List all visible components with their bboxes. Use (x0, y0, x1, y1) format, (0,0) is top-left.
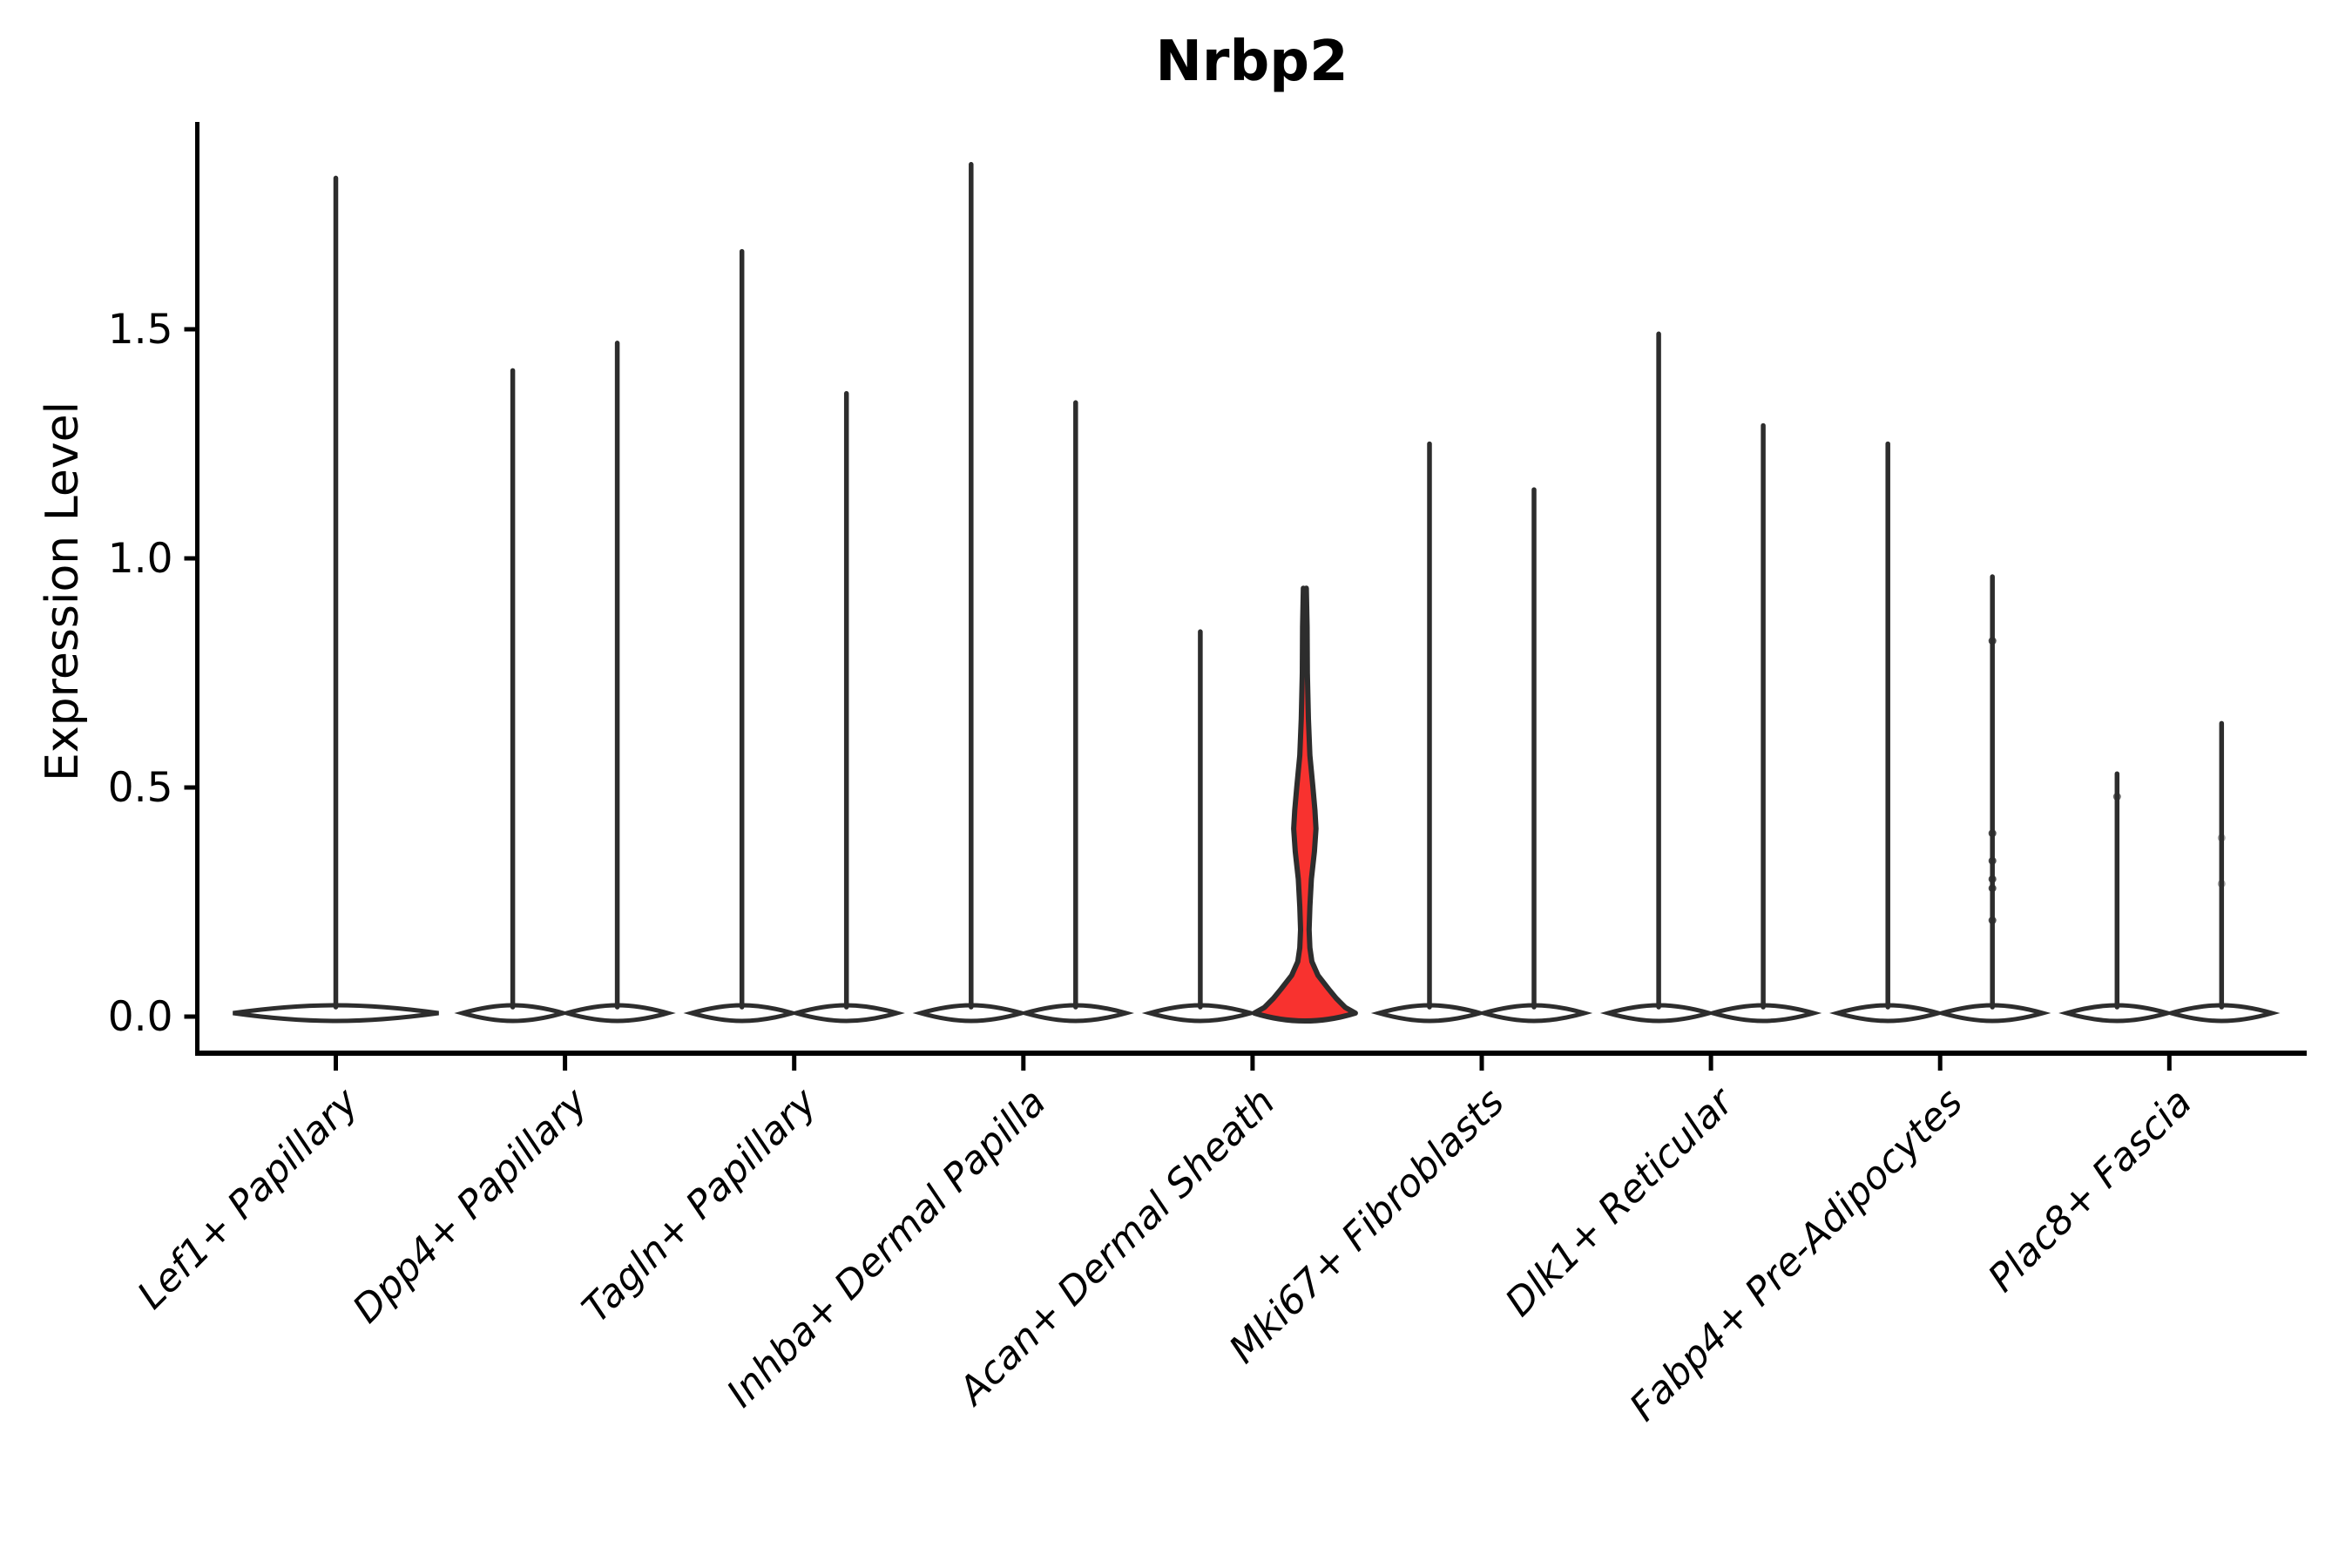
violin-base (1141, 1003, 1260, 1024)
cell-point (2112, 793, 2121, 801)
y-tick-label: 0.0 (108, 993, 173, 1041)
cell-point (2217, 834, 2226, 842)
cell-point (1988, 916, 1997, 925)
violin-base (558, 1003, 676, 1024)
violin-highlighted (1251, 585, 1358, 1024)
cell-point (1988, 637, 1997, 645)
cell-point (2217, 879, 2226, 888)
x-tick-label: Plac8+ Fascia (1980, 1080, 2200, 1301)
x-tick-label: Dpp4+ Papillary (344, 1079, 597, 1332)
cell-point (1988, 856, 1997, 865)
x-tick-label: Dlk1+ Reticular (1497, 1078, 1744, 1325)
y-axis-title: Expression Level (37, 401, 89, 782)
x-tick-label: Tagln+ Papillary (574, 1079, 826, 1331)
violin-base (233, 1003, 439, 1024)
violin-base (1704, 1003, 1822, 1024)
y-tick-label: 1.0 (108, 535, 173, 583)
y-tick-label: 1.5 (108, 306, 173, 354)
x-tick-label: Lef1+ Papillary (129, 1079, 368, 1318)
cell-point (1988, 875, 1997, 883)
violin-base (1933, 1003, 2051, 1024)
y-tick-label: 0.5 (108, 764, 173, 812)
violin-base (1475, 1003, 1593, 1024)
violin-base (2163, 1003, 2281, 1024)
violin-base (1017, 1003, 1135, 1024)
chart-title: Nrbp2 (1155, 30, 1348, 94)
cell-point (1988, 884, 1997, 893)
violin-base (787, 1003, 905, 1024)
cell-point (1988, 829, 1997, 838)
